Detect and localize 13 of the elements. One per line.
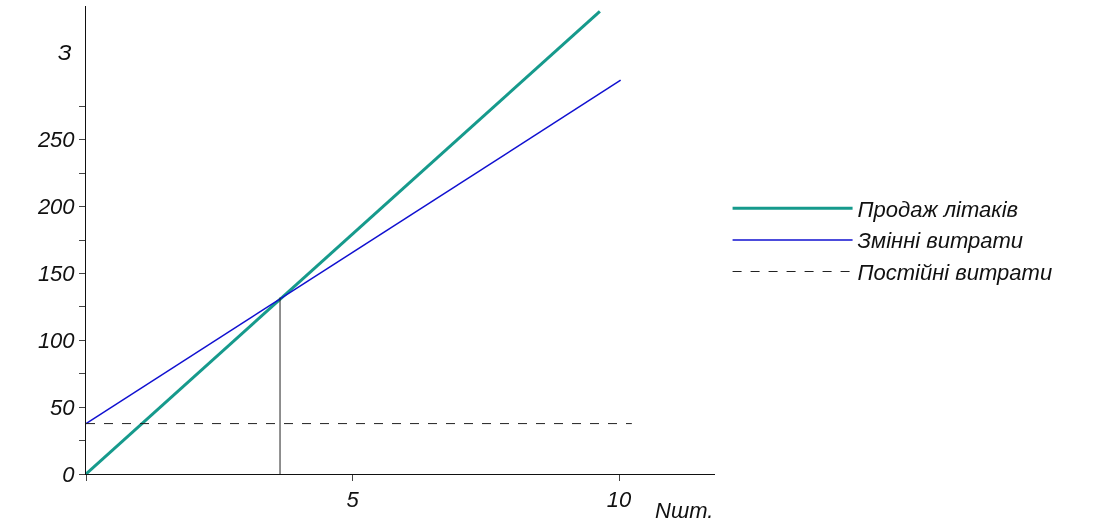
y-tick-label: 250 [36,127,76,153]
y-tick-label: 150 [37,261,76,287]
y-axis-title: З [58,40,72,65]
y-tick-label: 50 [50,394,76,420]
text: Продаж літаків [857,196,1019,222]
y-tick-label: 0 [62,461,76,487]
x-axis-title: Nшт. [655,498,714,523]
x-tick-label: 10 [606,487,633,513]
text: Змінні витрати [857,228,1024,254]
y-tick-label: 200 [36,194,76,220]
x-tick-label: 5 [346,487,360,513]
text: Постійні витрати [857,260,1053,286]
y-tick-label: 100 [37,327,76,353]
